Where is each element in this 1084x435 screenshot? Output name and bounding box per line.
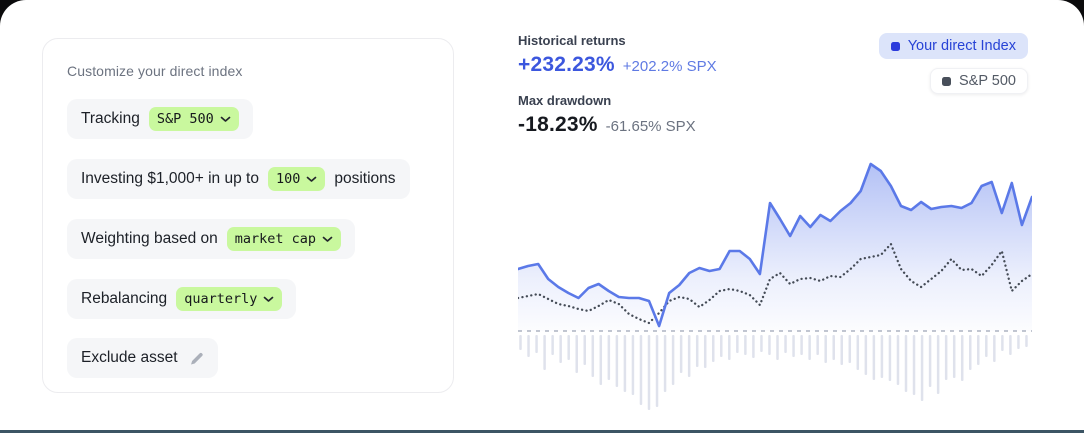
historical-returns-value: +232.23% [518, 53, 615, 76]
positions-dropdown[interactable]: 100 [267, 167, 326, 191]
rebalancing-dropdown[interactable]: quarterly [176, 287, 283, 311]
pill-value: market cap [234, 231, 317, 247]
option-row-tracking: Tracking S&P 500 [67, 99, 253, 139]
legend-label: Your direct Index [907, 38, 1016, 54]
weighting-dropdown[interactable]: market cap [226, 227, 342, 251]
pill-value: quarterly [184, 291, 258, 307]
chart-stats: Historical returns +232.23% +202.2% SPX … [518, 33, 717, 153]
option-row-weighting: Weighting based on market cap [67, 219, 356, 259]
pencil-icon [189, 351, 204, 366]
historical-returns-benchmark: +202.2% SPX [622, 58, 717, 75]
exclude-asset-button[interactable]: Exclude asset [67, 338, 218, 378]
option-label: Investing $1,000+ in up to [81, 170, 259, 187]
option-label: Weighting based on [81, 230, 218, 247]
option-label-suffix: positions [334, 170, 396, 187]
max-drawdown-benchmark: -61.65% SPX [605, 118, 696, 135]
performance-chart [516, 146, 1034, 414]
option-row-rebalancing: Rebalancing quarterly [67, 279, 297, 319]
panel-title: Customize your direct index [67, 63, 243, 79]
legend-label: S&P 500 [959, 73, 1016, 89]
chart-legend: Your direct Index S&P 500 [878, 33, 1028, 94]
option-label: Tracking [81, 110, 140, 127]
direct-index-marker-icon [890, 41, 900, 51]
legend-your-direct-index[interactable]: Your direct Index [878, 33, 1028, 59]
option-label: Rebalancing [81, 290, 168, 307]
tracking-dropdown[interactable]: S&P 500 [148, 107, 239, 131]
performance-chart-svg [516, 162, 1034, 410]
section-divider [0, 430, 1084, 433]
pill-value: 100 [275, 171, 301, 187]
chevron-down-icon [306, 176, 317, 183]
legend-sp500[interactable]: S&P 500 [930, 68, 1028, 94]
chevron-down-icon [322, 236, 333, 243]
pill-value: S&P 500 [156, 111, 214, 127]
chevron-down-icon [263, 296, 274, 303]
option-row-positions: Investing $1,000+ in up to 100 positions [67, 159, 410, 199]
exclude-asset-label: Exclude asset [81, 349, 178, 366]
historical-returns-label: Historical returns [518, 33, 626, 48]
sp500-marker-icon [942, 76, 952, 86]
max-drawdown-value: -18.23% [518, 113, 598, 136]
customize-panel: Customize your direct index Tracking S&P… [42, 38, 454, 393]
chevron-down-icon [220, 116, 231, 123]
max-drawdown-label: Max drawdown [518, 93, 612, 108]
